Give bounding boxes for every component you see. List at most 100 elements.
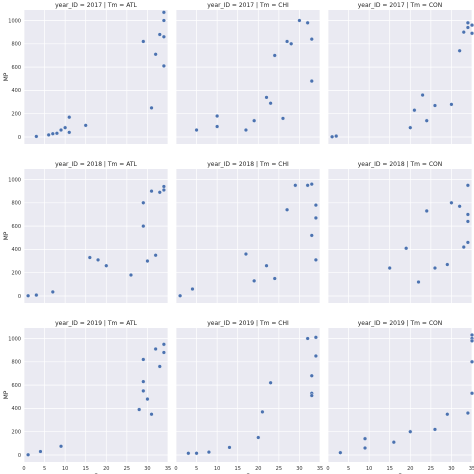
data-point	[264, 95, 269, 100]
data-point	[149, 412, 154, 417]
data-point	[141, 357, 146, 362]
y-tick-label: 400	[11, 247, 21, 253]
data-point	[256, 435, 261, 440]
data-point	[67, 130, 72, 135]
y-tick-label: 400	[11, 88, 21, 94]
data-point	[272, 53, 277, 58]
y-tick-label: 800	[11, 360, 21, 366]
data-point	[313, 215, 318, 221]
y-tick-label: 600	[11, 65, 21, 71]
data-point	[309, 37, 314, 42]
data-point	[161, 63, 166, 69]
data-point	[50, 289, 55, 295]
data-point	[161, 10, 166, 15]
data-point	[161, 342, 166, 347]
facet-title: year_ID = 2017 | Tm = CON	[358, 2, 442, 9]
data-point	[227, 445, 232, 450]
facet-panel-8	[176, 328, 320, 462]
data-point	[416, 279, 421, 285]
x-tick-label: 30	[144, 466, 150, 472]
data-point	[309, 78, 314, 84]
facet-title: year_ID = 2017 | Tm = ATL	[55, 2, 137, 9]
data-point	[469, 332, 474, 338]
data-point	[465, 25, 470, 30]
data-point	[34, 134, 39, 139]
data-point	[424, 118, 429, 123]
data-point	[305, 336, 310, 341]
x-tick-label: 5	[43, 466, 46, 472]
facet-title: year_ID = 2019 | Tm = ATL	[55, 320, 137, 327]
data-point	[272, 276, 277, 281]
y-tick-label: 0	[18, 453, 21, 459]
data-point	[153, 253, 158, 258]
data-point	[206, 449, 212, 455]
data-point	[330, 134, 335, 139]
x-tick-label: 15	[387, 466, 393, 472]
data-point	[161, 184, 166, 189]
data-point	[305, 20, 310, 25]
facet-panel-9	[328, 328, 472, 462]
data-point	[157, 364, 162, 369]
data-point	[280, 116, 286, 121]
facet-title: year_ID = 2017 | Tm = CHI	[207, 2, 289, 9]
data-point	[157, 190, 162, 195]
data-point	[465, 183, 470, 188]
data-point	[260, 409, 265, 414]
data-point	[145, 258, 150, 264]
data-point	[67, 115, 72, 120]
facet-panel-7	[24, 328, 168, 462]
data-point	[362, 436, 368, 441]
y-axis-label: MP	[3, 231, 10, 240]
data-point	[149, 105, 154, 110]
data-point	[284, 39, 290, 44]
data-point	[252, 278, 257, 283]
data-point	[268, 101, 273, 106]
x-tick-label: 15	[235, 466, 241, 472]
facet-title: year_ID = 2019 | Tm = CHI	[207, 320, 289, 327]
facet-title: year_ID = 2019 | Tm = CON	[358, 320, 442, 327]
data-point	[449, 200, 454, 205]
data-point	[309, 182, 314, 187]
data-point	[404, 246, 409, 251]
y-axis-label: MP	[3, 72, 10, 81]
data-point	[215, 124, 220, 129]
data-point	[469, 23, 474, 28]
x-tick-label: 0	[326, 466, 329, 472]
x-tick-label: 0	[22, 466, 25, 472]
data-point	[26, 293, 31, 298]
data-point	[469, 359, 474, 364]
data-point	[309, 373, 314, 378]
x-tick-label: 10	[62, 466, 68, 472]
data-point	[194, 451, 199, 456]
x-tick-label: 25	[428, 466, 434, 472]
data-point	[63, 125, 68, 130]
data-point	[145, 396, 150, 402]
y-tick-label: 400	[11, 406, 21, 412]
data-point	[469, 338, 474, 343]
data-point	[432, 265, 438, 271]
data-point	[465, 410, 470, 416]
data-point	[362, 445, 368, 451]
y-tick-label: 1000	[8, 18, 21, 24]
data-point	[153, 52, 158, 57]
y-tick-label: 1000	[8, 177, 21, 183]
y-tick-label: 200	[11, 112, 21, 118]
facet-panel-2	[176, 10, 320, 144]
data-point	[284, 207, 290, 212]
data-point	[432, 427, 438, 432]
data-point	[408, 125, 413, 130]
x-tick-label: 15	[83, 466, 89, 472]
data-point	[313, 353, 318, 359]
data-point	[445, 262, 450, 267]
data-point	[153, 346, 158, 352]
facet-panel-3	[328, 10, 472, 144]
data-point	[408, 429, 413, 434]
x-tick-label: 20	[103, 466, 109, 472]
data-point	[58, 444, 64, 449]
data-point	[313, 257, 318, 262]
x-tick-label: 30	[448, 466, 454, 472]
data-point	[457, 204, 462, 209]
data-point	[268, 380, 273, 385]
data-point	[54, 131, 60, 136]
y-axis-label: MP	[3, 390, 10, 399]
